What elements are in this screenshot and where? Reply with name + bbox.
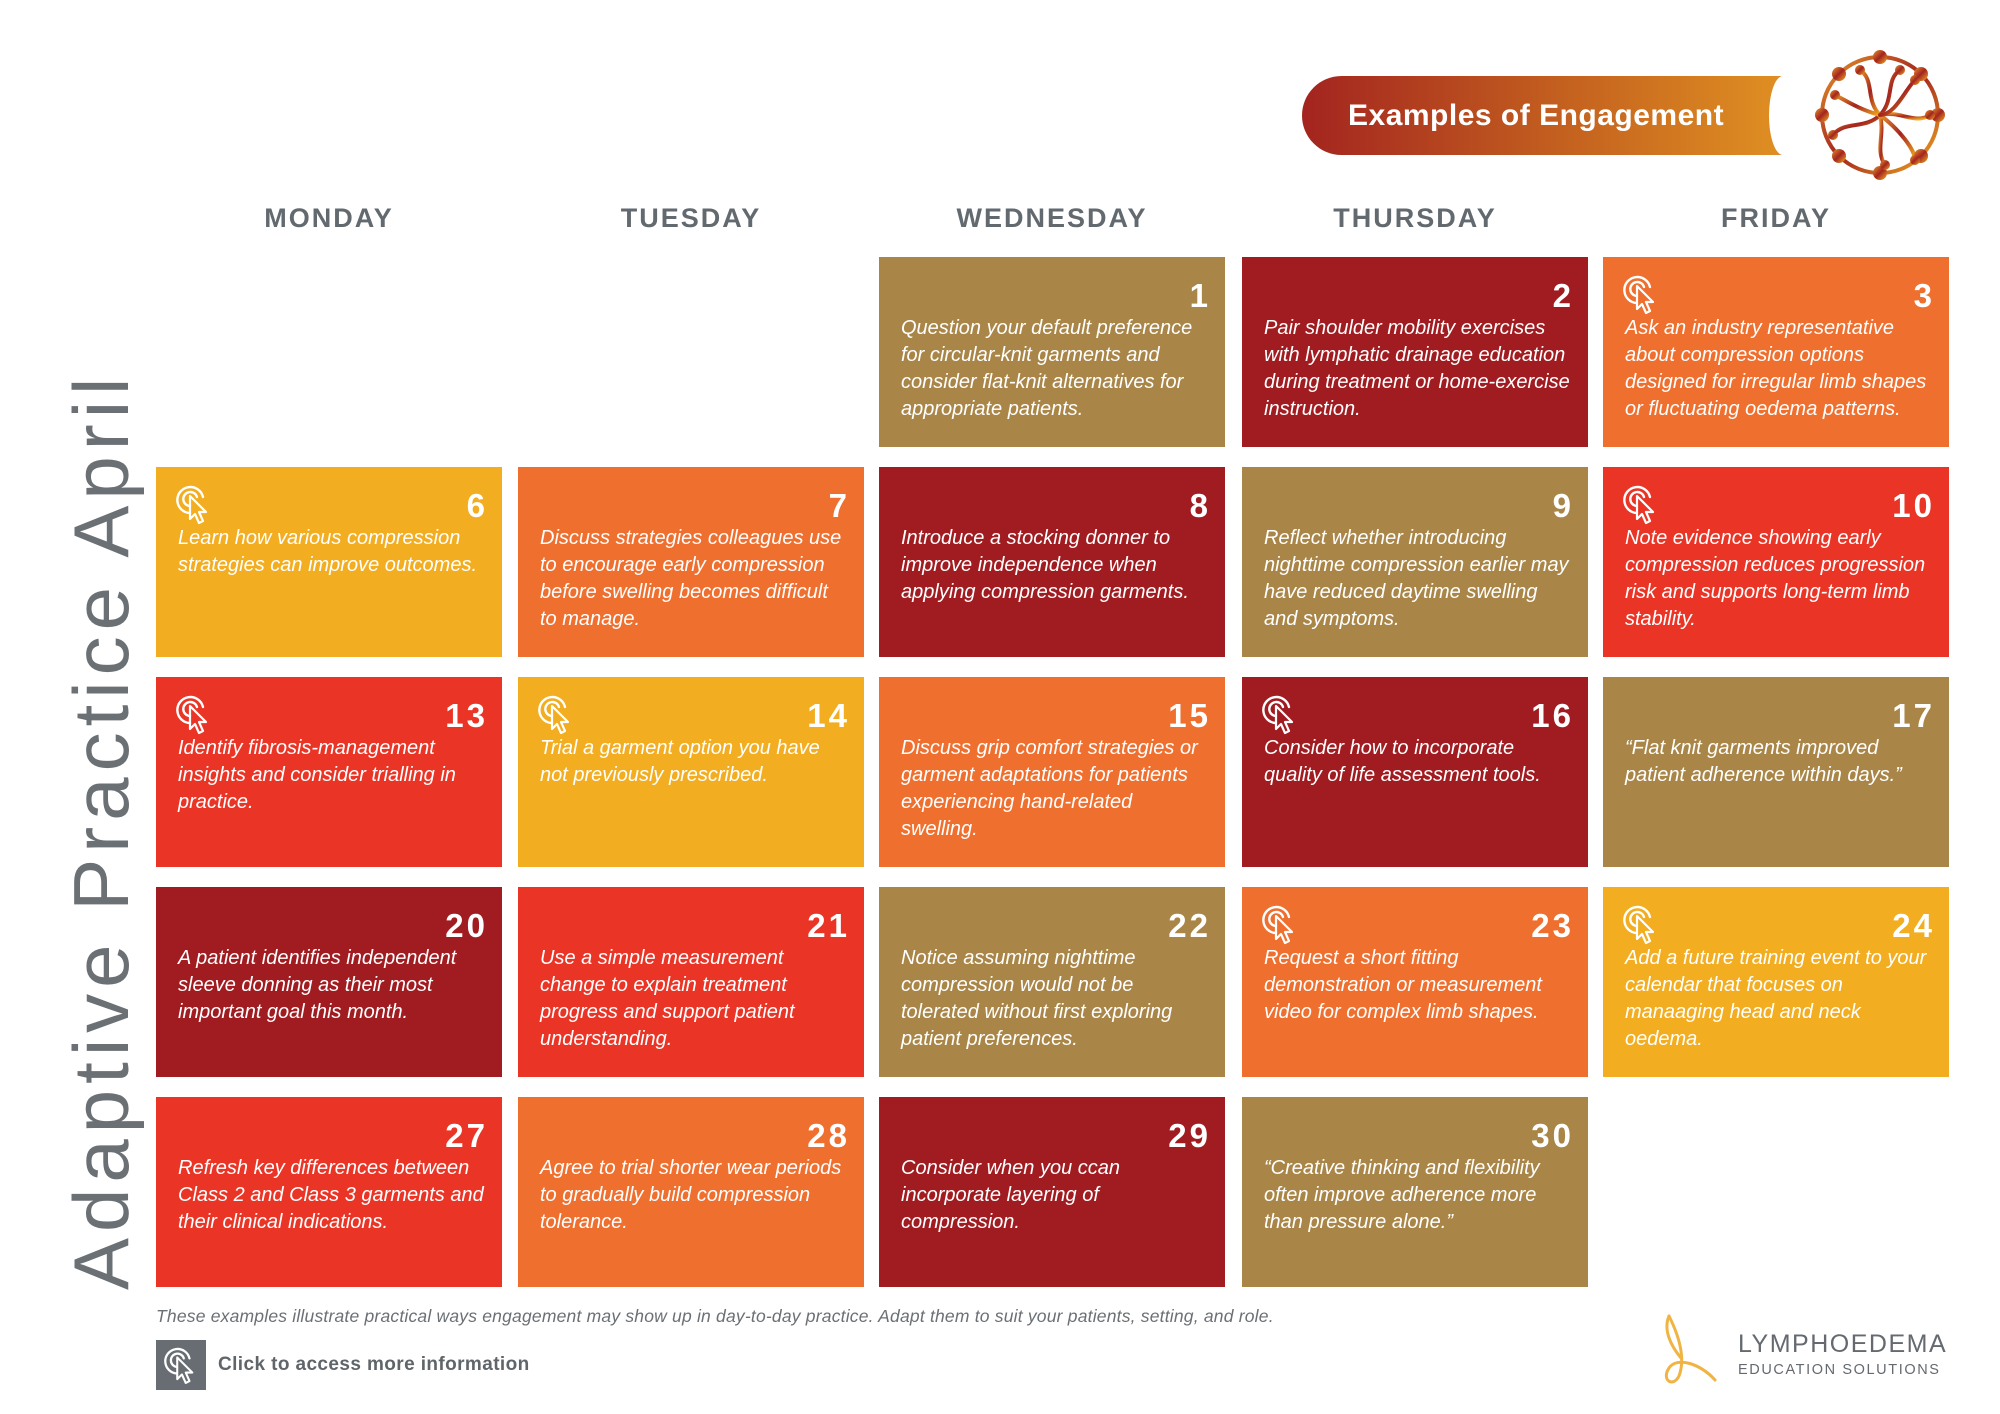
calendar-cell-day-24[interactable]: 24 Add a future training event to your ca… <box>1603 887 1949 1077</box>
engagement-text: “Creative thinking and flexibility often… <box>1264 1157 1540 1233</box>
day-number: 24 <box>1892 907 1935 944</box>
click-pointer-icon[interactable] <box>538 693 574 735</box>
engagement-text: Use a simple measurement change to expla… <box>540 947 795 1050</box>
day-number: 13 <box>445 697 488 734</box>
engagement-text: Request a short fitting demonstration or… <box>1264 947 1542 1023</box>
calendar-cell-day-30: 30 “Creative thinking and flexibility oft… <box>1242 1097 1588 1287</box>
day-header-thursday: THURSDAY <box>1333 203 1497 233</box>
calendar-cell-day-7: 7 Discuss strategies colleagues use to en… <box>518 467 864 657</box>
day-header-wednesday: WEDNESDAY <box>956 203 1148 233</box>
calendar-cell-day-8: 8 Introduce a stocking donner to improve … <box>879 467 1225 657</box>
day-number: 27 <box>445 1117 488 1154</box>
click-pointer-icon[interactable] <box>1262 903 1298 945</box>
day-number: 21 <box>807 907 850 944</box>
calendar-cell-day-10[interactable]: 10 Note evidence showing early compressio… <box>1603 467 1949 657</box>
day-number: 9 <box>1552 487 1574 524</box>
more-info-link[interactable]: Click to access more information <box>156 1340 530 1390</box>
calendar-cell-day-20: 20 A patient identifies independent sleev… <box>156 887 502 1077</box>
click-pointer-icon[interactable] <box>1623 273 1659 315</box>
calendar-cell-day-9: 9 Reflect whether introducing nighttime c… <box>1242 467 1588 657</box>
engagement-text: Notice assuming nighttime compression wo… <box>901 947 1173 1050</box>
ribbon-logo-icon <box>1664 1314 1717 1384</box>
day-header-tuesday: TUESDAY <box>620 203 762 233</box>
day-number: 7 <box>828 487 850 524</box>
click-pointer-icon[interactable] <box>1623 903 1659 945</box>
network-logo-icon <box>1815 50 1945 180</box>
day-number: 2 <box>1552 277 1574 314</box>
engagement-text: “Flat knit garments improved patient adh… <box>1625 737 1902 786</box>
calendar-cell-day-29: 29 Consider when you ccan incorporate lay… <box>879 1097 1225 1287</box>
logo-line-2: EDUCATION SOLUTIONS <box>1738 1362 1941 1378</box>
click-pointer-icon[interactable] <box>176 693 212 735</box>
calendar-cell-day-27: 27 Refresh key differences between Class … <box>156 1097 502 1287</box>
lymphoedema-logo: LYMPHOEDEMA EDUCATION SOLUTIONS <box>1655 1310 1965 1390</box>
calendar-cell-day-2: 2 Pair shoulder mobility exercises with l… <box>1242 257 1588 447</box>
calendar-cell-day-17: 17 “Flat knit garments improved patient a… <box>1603 677 1949 867</box>
day-number: 22 <box>1168 907 1211 944</box>
day-number: 20 <box>445 907 488 944</box>
engagement-text: Learn how various compression strategies… <box>178 527 478 576</box>
day-number: 8 <box>1189 487 1211 524</box>
day-number: 10 <box>1892 487 1935 524</box>
day-number: 16 <box>1531 697 1574 734</box>
click-pointer-icon[interactable] <box>176 483 212 525</box>
engagement-text: Add a future training event to your cale… <box>1625 947 1927 1050</box>
calendar-cell-day-21: 21 Use a simple measurement change to exp… <box>518 887 864 1077</box>
engagement-text: Agree to trial shorter wear periods to g… <box>540 1157 842 1233</box>
engagement-text: Discuss strategies colleagues use to enc… <box>540 527 842 630</box>
day-number: 6 <box>466 487 488 524</box>
day-number: 14 <box>807 697 850 734</box>
day-number: 1 <box>1189 277 1211 314</box>
footnote: These examples illustrate practical ways… <box>156 1306 1274 1326</box>
calendar-cell-day-22: 22 Notice assuming nighttime compression … <box>879 887 1225 1077</box>
calendar-cell-day-28: 28 Agree to trial shorter wear periods to… <box>518 1097 864 1287</box>
engagement-text: Ask an industry representative about com… <box>1625 317 1927 420</box>
examples-banner: Examples of Engagement <box>1302 76 1783 155</box>
day-number: 29 <box>1168 1117 1211 1154</box>
page-title: Adaptive Practice April <box>57 371 145 1290</box>
engagement-text: Trial a garment option you have not prev… <box>540 737 820 786</box>
banner-title: Examples of Engagement <box>1348 98 1725 132</box>
day-number: 28 <box>807 1117 850 1154</box>
day-header-friday: FRIDAY <box>1720 203 1832 233</box>
day-number: 23 <box>1531 907 1574 944</box>
engagement-text: A patient identifies independent sleeve … <box>178 947 457 1023</box>
calendar-cell-day-16[interactable]: 16 Consider how to incorporate quality of… <box>1242 677 1588 867</box>
calendar-cell-day-15: 15 Discuss grip comfort strategies or gar… <box>879 677 1225 867</box>
engagement-text: Refresh key differences between Class 2 … <box>178 1157 484 1233</box>
day-number: 3 <box>1913 277 1935 314</box>
click-pointer-icon[interactable] <box>156 1340 206 1390</box>
click-pointer-icon[interactable] <box>1262 693 1298 735</box>
day-number: 30 <box>1531 1117 1574 1154</box>
engagement-text: Identify fibrosis-management insights an… <box>178 737 456 813</box>
day-header-monday: MONDAY <box>264 203 394 233</box>
click-pointer-icon[interactable] <box>1623 483 1659 525</box>
engagement-text: Consider how to incorporate quality of l… <box>1264 737 1541 786</box>
engagement-text: Question your default preference for cir… <box>901 317 1193 420</box>
engagement-text: Note evidence showing early compression … <box>1625 527 1926 630</box>
calendar-cell-day-3[interactable]: 3 Ask an industry representative about co… <box>1603 257 1949 447</box>
engagement-text: Reflect whether introducing nighttime co… <box>1264 527 1569 630</box>
calendar-cell-day-23[interactable]: 23 Request a short fitting demonstration … <box>1242 887 1588 1077</box>
calendar-cell-day-14[interactable]: 14 Trial a garment option you have not pr… <box>518 677 864 867</box>
engagement-text: Discuss grip comfort strategies or garme… <box>901 737 1198 840</box>
day-number: 15 <box>1168 697 1211 734</box>
more-info-label[interactable]: Click to access more information <box>218 1354 530 1375</box>
calendar-cell-day-6[interactable]: 6 Learn how various compression strategie… <box>156 467 502 657</box>
day-number: 17 <box>1892 697 1935 734</box>
engagement-text: Pair shoulder mobility exercises with ly… <box>1264 317 1570 420</box>
logo-line-1: LYMPHOEDEMA <box>1738 1330 1948 1358</box>
engagement-text: Consider when you ccan incorporate layer… <box>901 1157 1121 1233</box>
engagement-text: Introduce a stocking donner to improve i… <box>901 527 1189 603</box>
calendar-cell-day-1: 1 Question your default preference for ci… <box>879 257 1225 447</box>
calendar-cell-day-13[interactable]: 13 Identify fibrosis-management insights … <box>156 677 502 867</box>
